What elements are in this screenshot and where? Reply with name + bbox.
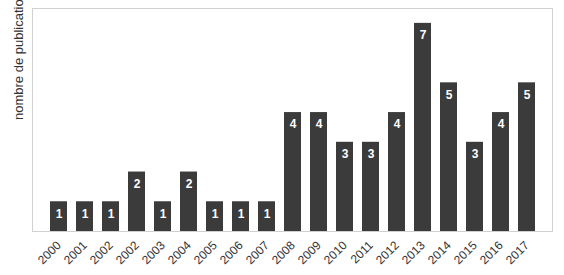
svg-text:2000: 2000	[35, 238, 64, 267]
svg-text:2005: 2005	[191, 238, 220, 267]
svg-text:7: 7	[420, 28, 427, 42]
svg-text:4: 4	[316, 117, 323, 131]
svg-text:2009: 2009	[295, 238, 324, 267]
svg-text:4: 4	[498, 117, 505, 131]
svg-text:3: 3	[472, 147, 479, 161]
svg-text:5: 5	[446, 88, 453, 102]
svg-text:4: 4	[394, 117, 401, 131]
svg-text:1: 1	[82, 207, 89, 221]
svg-text:5: 5	[524, 88, 531, 102]
svg-text:3: 3	[342, 147, 349, 161]
svg-text:2002: 2002	[87, 238, 116, 267]
svg-text:1: 1	[108, 207, 115, 221]
svg-text:2007: 2007	[243, 238, 272, 267]
svg-text:2017: 2017	[503, 238, 532, 267]
svg-text:1: 1	[264, 207, 271, 221]
svg-text:1: 1	[212, 207, 219, 221]
svg-text:2: 2	[134, 177, 141, 191]
svg-text:1: 1	[238, 207, 245, 221]
svg-text:3: 3	[368, 147, 375, 161]
svg-text:2004: 2004	[165, 238, 194, 267]
svg-text:2014: 2014	[425, 238, 454, 267]
svg-text:2015: 2015	[451, 238, 480, 267]
svg-text:2001: 2001	[61, 238, 90, 267]
svg-text:2012: 2012	[373, 238, 402, 267]
svg-text:2010: 2010	[321, 238, 350, 267]
svg-text:2008: 2008	[269, 238, 298, 267]
svg-text:2006: 2006	[217, 238, 246, 267]
svg-text:2011: 2011	[348, 238, 376, 266]
svg-text:2013: 2013	[399, 238, 428, 267]
svg-text:1: 1	[160, 207, 167, 221]
svg-text:4: 4	[290, 117, 297, 131]
svg-text:1: 1	[56, 207, 63, 221]
svg-text:2003: 2003	[139, 238, 168, 267]
svg-text:2016: 2016	[477, 238, 506, 267]
svg-text:2: 2	[186, 177, 193, 191]
svg-text:2002: 2002	[113, 238, 142, 267]
svg-text:nombre de publication: nombre de publication	[11, 0, 26, 120]
